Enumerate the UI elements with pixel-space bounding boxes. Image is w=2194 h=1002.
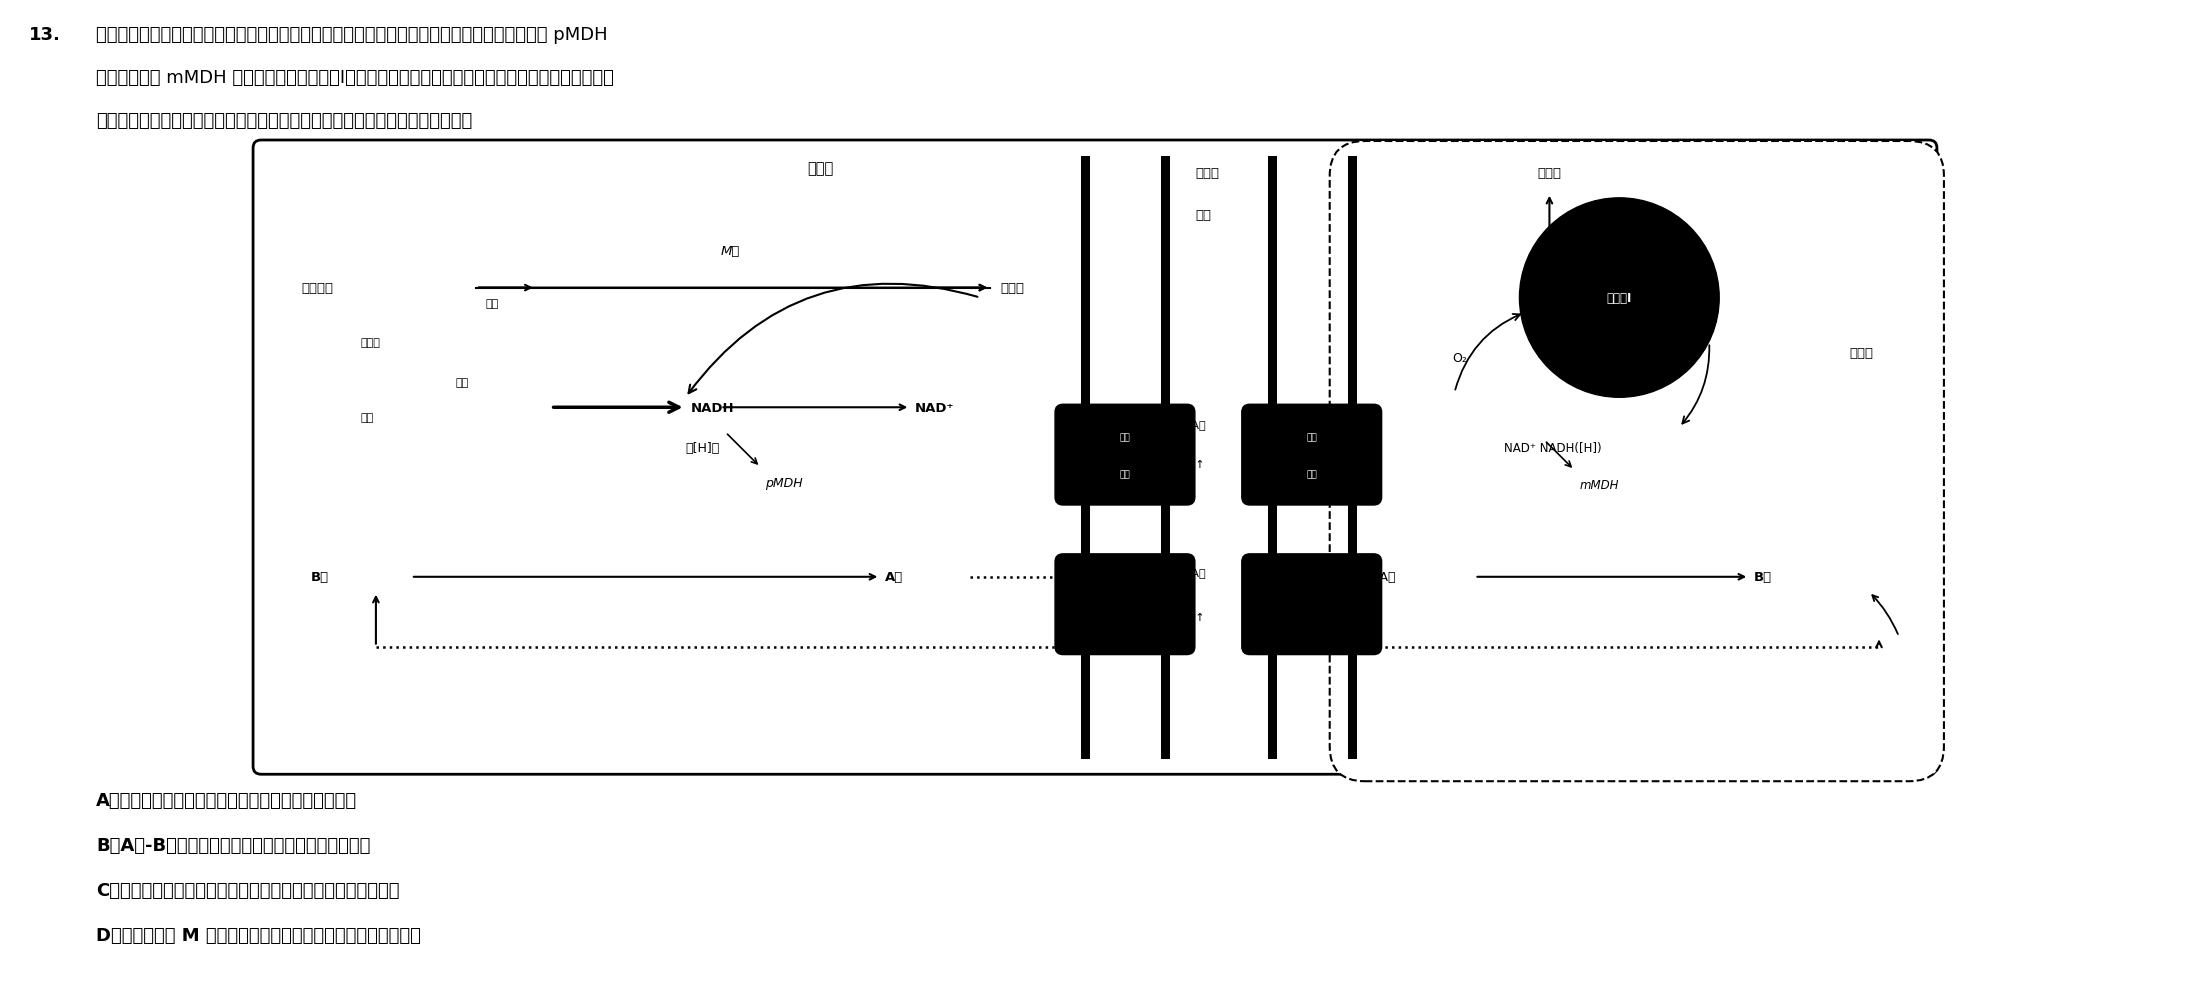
Text: 长时间: 长时间 [362,338,382,348]
Text: M酶: M酶 [722,244,739,258]
Text: 成，从而促进细胞凋亡过程。下图是其细胞的部分代谢过程，相关说法错误的是: 成，从而促进细胞凋亡过程。下图是其细胞的部分代谢过程，相关说法错误的是 [97,112,472,130]
FancyArrowPatch shape [1683,346,1709,424]
FancyBboxPatch shape [252,141,1937,775]
Text: D．突变植株中 M 酶活性的增强可能是导致产生叶片黄斑的原因: D．突变植株中 M 酶活性的增强可能是导致产生叶片黄斑的原因 [97,926,421,944]
Text: B酸↑: B酸↑ [1183,612,1205,622]
Text: 活性氧: 活性氧 [1538,167,1562,180]
Text: 促进: 促进 [485,299,498,309]
Text: 复合物Ⅰ: 复合物Ⅰ [1606,292,1632,305]
Text: →A酸: →A酸 [1183,567,1205,577]
FancyArrowPatch shape [689,285,979,394]
Text: 13.: 13. [29,26,61,44]
FancyBboxPatch shape [1242,405,1382,505]
Text: 线粒体: 线粒体 [1850,347,1874,360]
Text: 基质: 基质 [1196,209,1211,222]
Text: 某拟南芥突变植株长时间光照下会因细胞凋亡而引起叶片黄斑，通过植物学家分析发现叶绿体中 pMDH: 某拟南芥突变植株长时间光照下会因细胞凋亡而引起叶片黄斑，通过植物学家分析发现叶绿… [97,26,608,44]
Text: NAD⁺: NAD⁺ [915,402,954,415]
Text: A酸: A酸 [884,571,904,584]
Text: 前体物质: 前体物质 [301,282,333,295]
Text: A．叶绿体不仅可以合成糖类，也可以合成脂肪的组分: A．叶绿体不仅可以合成糖类，也可以合成脂肪的组分 [97,792,358,810]
Text: 细胞质: 细胞质 [1196,167,1220,180]
Circle shape [1520,198,1720,398]
Text: B．A酸-B酸的稳态与平衡对植物的正常生长很有必要: B．A酸-B酸的稳态与平衡对植物的正常生长很有必要 [97,837,371,855]
FancyBboxPatch shape [1055,405,1196,505]
Text: B酸: B酸 [312,571,329,584]
FancyBboxPatch shape [1055,554,1196,655]
Text: 光照: 光照 [362,413,375,423]
Text: NADH: NADH [691,402,735,415]
Text: →A酸: →A酸 [1183,420,1205,430]
Text: 产生: 产生 [456,378,470,388]
Text: 酶、线粒体中 mMDH 酶和线粒体内膜复合物Ⅰ（催化有氧呼吸第三阶段的酶）等均参与促进活性氧的生: 酶、线粒体中 mMDH 酶和线粒体内膜复合物Ⅰ（催化有氧呼吸第三阶段的酶）等均参… [97,69,614,87]
FancyBboxPatch shape [1330,142,1944,782]
Text: 载体: 载体 [1305,433,1316,442]
Text: 脂肪酸: 脂肪酸 [1000,282,1025,295]
FancyArrowPatch shape [1871,595,1898,634]
Text: （[H]）: （[H]） [685,441,720,454]
Text: 蛋白: 蛋白 [1305,470,1316,479]
FancyArrowPatch shape [1455,315,1520,390]
Text: NAD⁺ NADH([H]): NAD⁺ NADH([H]) [1505,441,1602,454]
Text: B酸↑: B酸↑ [1183,460,1205,470]
FancyBboxPatch shape [1242,554,1382,655]
Text: B酸: B酸 [1755,571,1773,584]
Text: pMDH: pMDH [766,476,803,489]
Text: 载体: 载体 [1119,433,1130,442]
Text: mMDH: mMDH [1580,478,1619,491]
Text: →A酸: →A酸 [1369,571,1395,584]
Text: 蛋白: 蛋白 [1119,470,1130,479]
Text: O₂: O₂ [1452,352,1468,365]
Text: 叶绿体: 叶绿体 [807,161,834,176]
Text: C．该突变植株叶肉细胞中的脂肪酸含量比正常植株细胞中的低: C．该突变植株叶肉细胞中的脂肪酸含量比正常植株细胞中的低 [97,881,399,899]
